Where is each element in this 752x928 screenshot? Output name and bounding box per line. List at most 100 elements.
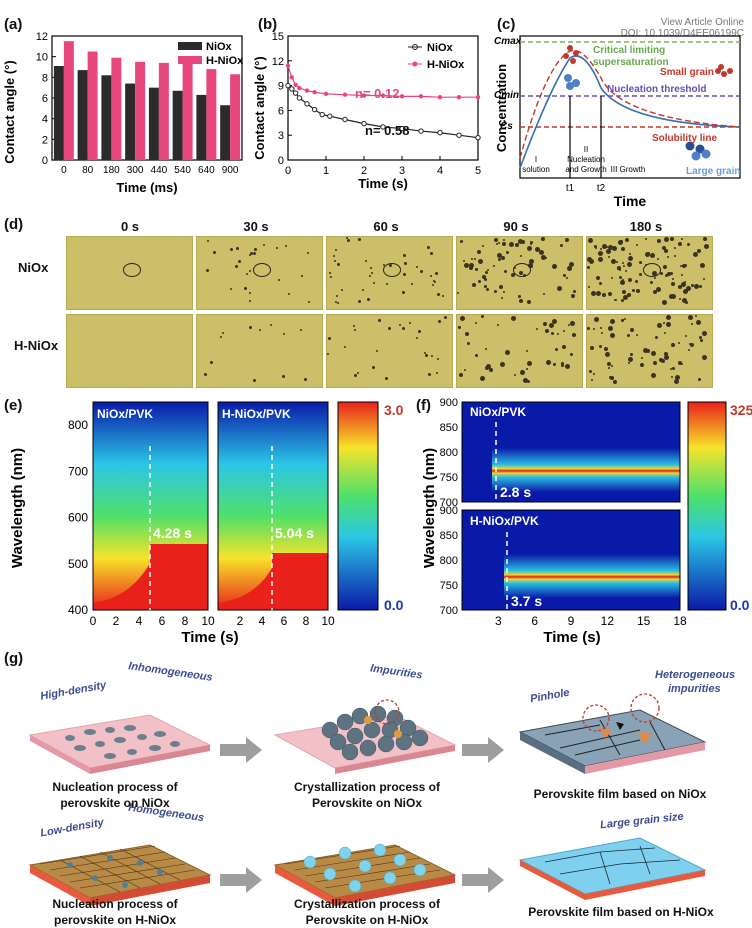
impurity-circle	[374, 699, 400, 725]
film-hnio	[518, 837, 707, 900]
chart-f-xlabel: Time (s)	[543, 629, 600, 646]
a-xtick-label: 180	[103, 165, 120, 176]
bar-nio	[196, 94, 207, 160]
micro-time-30: 30 s	[243, 219, 269, 234]
watermark-line2: DOI: 10.1039/D4EE06199C	[620, 28, 744, 39]
b-xtick-label: 1	[323, 165, 329, 177]
a-xtick-label: 540	[174, 165, 191, 176]
caption-nucleation-nio-line1: Nucleation process of	[52, 780, 178, 794]
caption-crystallization-nio: Crystallization process of Perovskite on…	[262, 779, 472, 811]
e-xtick-label: 8	[303, 614, 310, 628]
colorbar-f-max: 325	[730, 402, 752, 418]
legend-b-hnio: H-NiOx	[427, 59, 465, 71]
heatmap-e1	[92, 401, 209, 611]
micrograph-hnio-4	[586, 314, 713, 388]
caption-nucleation-nio-line2: perovskite on NiOx	[60, 796, 170, 810]
bar-nio	[101, 75, 112, 160]
b-ytick-label: 12	[272, 56, 284, 68]
chart-e-ylabel: Wavelength (nm)	[9, 448, 26, 568]
micrograph-hnio-3	[456, 314, 583, 388]
bubble-defect	[513, 263, 531, 277]
f-xtick-label: 12	[601, 614, 615, 628]
stage-1-text: solution	[522, 165, 550, 174]
chart-f: Wavelength (nm) NiOx/PVK H-NiOx/PVK 2.8 …	[421, 398, 752, 646]
b-xtick-label: 0	[285, 165, 291, 177]
bar-hnio	[206, 69, 217, 160]
schematic-g	[28, 693, 707, 906]
caption-crystallization-nio-line2: Perovskite on NiOx	[311, 796, 423, 810]
label-small-grain: Small grain	[660, 67, 714, 78]
marker-e2: 5.04 s	[275, 525, 314, 541]
chart-e: Wavelength (nm) NiOx/PVK H-NiOx/PVK 4.28…	[9, 401, 404, 646]
annotation-n012: n= 0.12	[355, 86, 399, 101]
micrograph-hnio-1	[196, 314, 323, 388]
note-impurities-2: impurities	[668, 683, 721, 695]
marker-f2: 3.7 s	[511, 593, 542, 609]
marker-f1: 2.8 s	[500, 484, 531, 500]
caption-nucleation-hnio-line2: perovskite on H-NiOx	[53, 913, 177, 927]
bubble-defect	[643, 263, 661, 277]
bubble-defect	[123, 263, 141, 277]
heterogeneous-circle	[630, 693, 660, 723]
legend-a-swatch-hnio	[178, 56, 202, 64]
micro-time-0: 0 s	[120, 219, 140, 234]
caption-nucleation-nio: Nucleation process of perovskite on NiOx	[10, 779, 220, 811]
a-ytick-label: 12	[36, 31, 48, 43]
a-xtick-label: 640	[198, 165, 215, 176]
micro-row-label-nio: NiOx	[18, 260, 49, 275]
arrow-4	[462, 867, 504, 893]
chart-a-xlabel: Time (ms)	[116, 180, 177, 195]
caption-film-hnio: Perovskite film based on H-NiOx	[528, 905, 714, 919]
point-nio	[285, 82, 291, 89]
micrograph-nio-4	[586, 236, 713, 310]
caption-crystallization-hnio: Crystallization process of Perovskite on…	[262, 896, 472, 928]
chart-c: Concentration Cmax Cmin Cs Critical limi…	[494, 35, 741, 209]
bar-nio	[125, 83, 136, 160]
note-heterogeneous: Heterogeneous	[655, 669, 736, 681]
colorbar-e-min: 0.0	[384, 597, 404, 613]
label-solubility: Solubility line	[652, 133, 717, 144]
f-ytick-label: 750	[440, 580, 458, 592]
curve-concentration-dashed	[519, 49, 741, 159]
b-xtick-label: 2	[361, 165, 367, 177]
point-hnio	[361, 93, 367, 98]
point-nio	[289, 86, 295, 92]
chart-a-ylabel: Contact angle (°)	[2, 60, 17, 163]
a-ytick-label: 4	[42, 114, 48, 126]
legend-a-hnio: H-NiOx	[206, 55, 244, 67]
a-ytick-label: 6	[42, 93, 48, 105]
arrow-2	[462, 737, 504, 763]
caption-film-nio: Perovskite film based on NiOx	[533, 787, 707, 801]
point-hnio	[285, 63, 291, 68]
micrograph-nio-2	[326, 236, 453, 310]
point-hnio	[312, 90, 317, 95]
chart-c-ylabel: Concentration	[494, 64, 509, 152]
bar-hnio	[158, 62, 169, 160]
micro-time-180: 180 s	[629, 219, 663, 234]
micro-time-90: 90 s	[503, 219, 529, 234]
bar-hnio	[182, 63, 193, 160]
substrate-nio-crystallization	[273, 699, 457, 774]
panel-label-c: (c)	[497, 16, 516, 33]
point-hnio	[297, 85, 302, 91]
panel-label-e: (e)	[4, 397, 23, 414]
f-ytick-label: 850	[440, 422, 458, 434]
label-large-grain: Large grain	[686, 166, 740, 177]
chart-a: Contact angle (°) 0 2 4 6 8 10 12 0 80 180 300 440…	[2, 31, 244, 195]
colorbar-e	[337, 401, 379, 611]
point-hnio	[289, 75, 294, 80]
small-grain-cluster	[715, 64, 733, 77]
f-xtick-label: 3	[495, 614, 502, 628]
chart-c-frame	[519, 35, 741, 179]
a-xtick-label: 440	[151, 165, 168, 176]
e-xtick-label: 2	[113, 614, 120, 628]
e-ytick-label: 800	[68, 418, 88, 432]
e-ytick-label: 400	[68, 603, 88, 617]
substrate-hnio-nucleation	[28, 844, 212, 906]
e-xtick-label: 10	[321, 614, 335, 628]
colorbar-f	[687, 401, 727, 611]
point-hnio	[475, 94, 481, 100]
heatmap-e1-label: NiOx/PVK	[97, 407, 153, 421]
heatmap-f2	[461, 509, 681, 611]
a-ytick-label: 8	[42, 72, 48, 84]
